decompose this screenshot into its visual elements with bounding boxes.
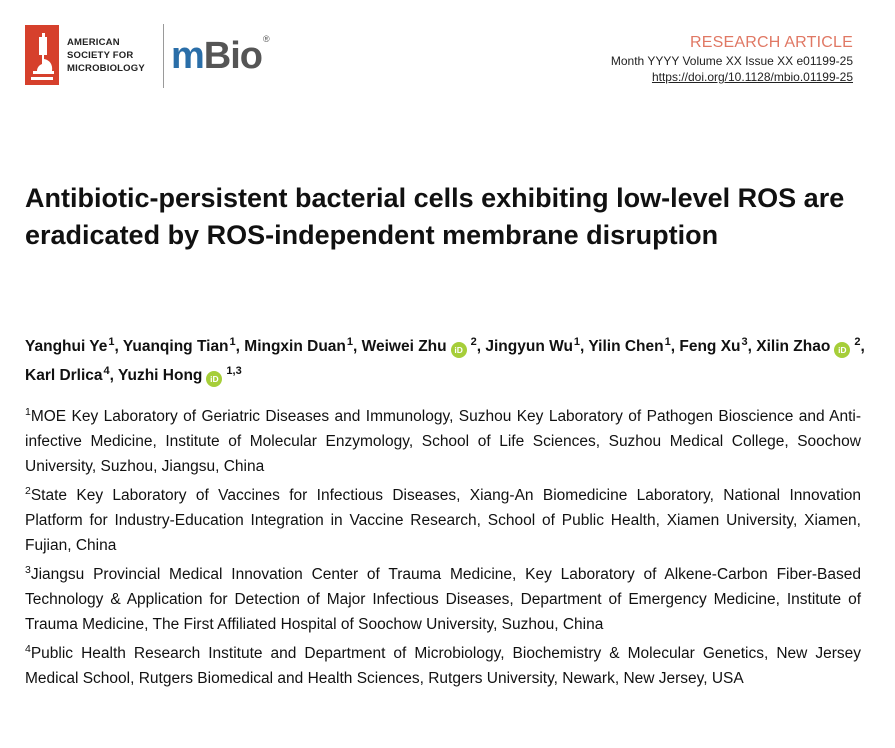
publisher-logo: AMERICAN SOCIETY FOR MICROBIOLOGY bbox=[25, 24, 159, 86]
affiliation-number: 1 bbox=[25, 406, 31, 418]
affiliation: 4Public Health Research Institute and De… bbox=[25, 637, 861, 691]
orcid-icon[interactable]: iD bbox=[834, 342, 851, 358]
author[interactable]: Yanghui Ye1 bbox=[25, 336, 115, 355]
publisher-name: AMERICAN SOCIETY FOR MICROBIOLOGY bbox=[67, 36, 145, 75]
publisher-line: SOCIETY FOR bbox=[67, 49, 134, 61]
orcid-icon[interactable]: iD bbox=[450, 342, 467, 358]
author[interactable]: Karl Drlica4 bbox=[25, 365, 110, 384]
affiliation-number: 2 bbox=[25, 485, 31, 497]
logo-divider bbox=[163, 24, 164, 88]
author[interactable]: Mingxin Duan1 bbox=[244, 336, 354, 355]
author[interactable]: Feng Xu3 bbox=[679, 336, 748, 355]
affiliation-text: State Key Laboratory of Vaccines for Inf… bbox=[25, 487, 861, 554]
affiliation-text: Public Health Research Institute and Dep… bbox=[25, 645, 861, 687]
author[interactable]: Weiwei Zhu iD2 bbox=[362, 336, 477, 358]
registered-mark: ® bbox=[263, 34, 270, 44]
doi-link[interactable]: https://doi.org/10.1128/mbio.01199-25 bbox=[651, 70, 853, 84]
affiliation: 3Jiangsu Provincial Medical Innovation C… bbox=[25, 558, 861, 637]
author[interactable]: Xilin Zhao iD2 bbox=[756, 336, 860, 358]
author[interactable]: Jingyun Wu1 bbox=[485, 336, 581, 355]
author[interactable]: Yuanqing Tian1 bbox=[122, 336, 236, 355]
affiliation-number: 4 bbox=[25, 643, 31, 655]
affiliation-text: Jiangsu Provincial Medical Innovation Ce… bbox=[25, 566, 861, 633]
affiliation-list: 1MOE Key Laboratory of Geriatric Disease… bbox=[25, 400, 861, 691]
microscope-logo-icon bbox=[25, 25, 59, 85]
journal-logo-m: m bbox=[171, 35, 205, 77]
journal-logo: m Bio ® bbox=[171, 32, 270, 76]
publisher-line: AMERICAN bbox=[67, 36, 120, 48]
affiliation: 2State Key Laboratory of Vaccines for In… bbox=[25, 479, 861, 558]
issue-info: Month YYYY Volume XX Issue XX e01199-25 bbox=[610, 54, 853, 68]
author[interactable]: Yilin Chen1 bbox=[588, 336, 671, 355]
article-type: RESEARCH ARTICLE bbox=[690, 34, 853, 51]
publisher-line: MICROBIOLOGY bbox=[67, 62, 145, 74]
journal-logo-bio: Bio bbox=[203, 35, 263, 77]
affiliation: 1MOE Key Laboratory of Geriatric Disease… bbox=[25, 400, 861, 479]
affiliation-number: 3 bbox=[25, 564, 31, 576]
author-list: Yanghui Ye1, Yuanqing Tian1, Mingxin Dua… bbox=[25, 330, 865, 388]
article-title: Antibiotic-persistent bacterial cells ex… bbox=[25, 183, 845, 250]
affiliation-text: MOE Key Laboratory of Geriatric Diseases… bbox=[25, 408, 861, 475]
author[interactable]: Yuzhi Hong iD1,3 bbox=[118, 365, 242, 387]
orcid-icon[interactable]: iD bbox=[206, 371, 223, 387]
